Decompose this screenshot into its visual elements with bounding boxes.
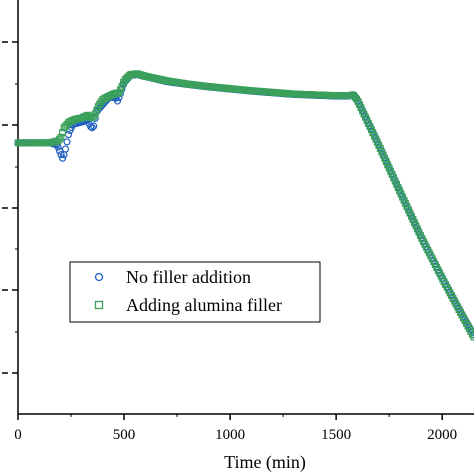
data-point [87,123,95,131]
x-tick-label: 2000 [427,427,457,443]
data-point [63,138,71,146]
ticks: 0 500 1000 1500 2000 [2,41,457,443]
data-point [61,145,70,153]
legend-marker-circle [94,272,104,282]
data-point [56,135,63,143]
legend-label: Adding alumina filler [126,295,282,315]
data-point [58,154,67,162]
x-tick-label: 1000 [215,427,245,443]
legend-box [69,261,321,323]
data-point [59,129,66,136]
data-point [91,110,99,118]
legend-marker-square [94,300,104,310]
x-tick-label: 1500 [321,427,351,443]
data-point [88,124,96,132]
data-point [468,330,474,338]
data-point [113,97,122,105]
data-point [57,133,65,141]
data-point [117,86,124,94]
data-point [90,122,98,130]
x-axis-label: Time (min) [224,452,306,473]
legend-label: No filler addition [126,267,251,287]
axes [17,0,474,415]
x-tick-label: 0 [14,427,22,443]
x-tick-label: 500 [113,427,136,443]
data-point [93,106,101,114]
data-marks [14,70,474,341]
data-point [118,82,126,90]
legend: No filler addition Adding alumina filler [69,261,321,323]
series-2 [14,70,474,341]
data-point [57,151,65,159]
